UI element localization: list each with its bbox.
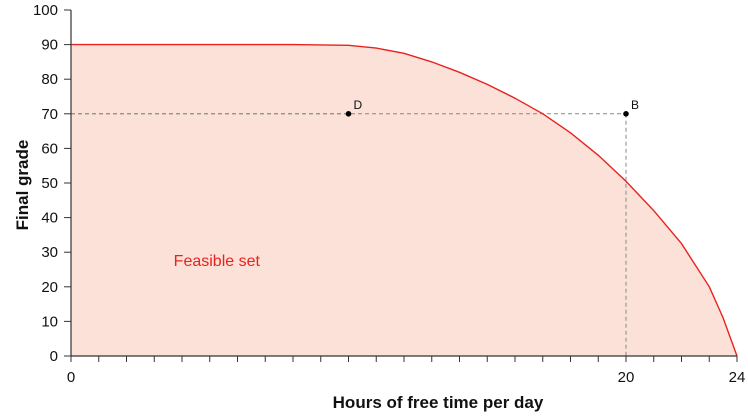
- y-tick-label: 30: [41, 244, 58, 261]
- x-axis-title: Hours of free time per day: [333, 393, 544, 412]
- y-tick-label: 0: [50, 348, 58, 365]
- feasible-set-area: [71, 44, 737, 356]
- x-axis-ticks: 0 20 24: [67, 356, 746, 386]
- y-tick-label: 70: [41, 106, 58, 123]
- y-tick-label: 80: [41, 71, 58, 88]
- y-tick-label: 10: [41, 313, 58, 330]
- annotation-label: Feasible set: [174, 253, 261, 270]
- x-tick-label: 0: [67, 369, 75, 386]
- y-tick-label: 50: [41, 175, 58, 192]
- y-tick-label: 20: [41, 279, 58, 296]
- guide-lines: [71, 113, 627, 356]
- y-tick-label: 90: [41, 37, 58, 54]
- point-D: [345, 111, 352, 117]
- y-tick-label: 40: [41, 210, 58, 227]
- annotations: Feasible set: [174, 253, 261, 270]
- y-axis-title: Final grade: [13, 140, 32, 231]
- x-tick-label: 24: [729, 369, 746, 386]
- y-axis-ticks: 0 10 20 30 40 50 60 70 80 90 100: [33, 2, 71, 365]
- x-tick-label: 20: [618, 369, 635, 386]
- point-label-B: B: [631, 98, 639, 112]
- y-tick-label: 100: [33, 2, 58, 19]
- feasible-frontier-line: [71, 43, 738, 357]
- point-B: [623, 111, 629, 117]
- point-label-D: D: [354, 98, 363, 112]
- y-tick-label: 60: [41, 140, 58, 157]
